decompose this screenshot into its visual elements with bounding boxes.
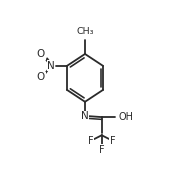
Text: F: F [99, 145, 105, 155]
Text: O: O [37, 72, 45, 82]
Text: OH: OH [118, 112, 133, 122]
Text: O: O [37, 49, 45, 59]
Text: N: N [47, 61, 55, 71]
Text: F: F [110, 136, 115, 146]
Text: N: N [81, 111, 89, 121]
Text: CH₃: CH₃ [76, 27, 94, 36]
Text: F: F [88, 136, 94, 146]
